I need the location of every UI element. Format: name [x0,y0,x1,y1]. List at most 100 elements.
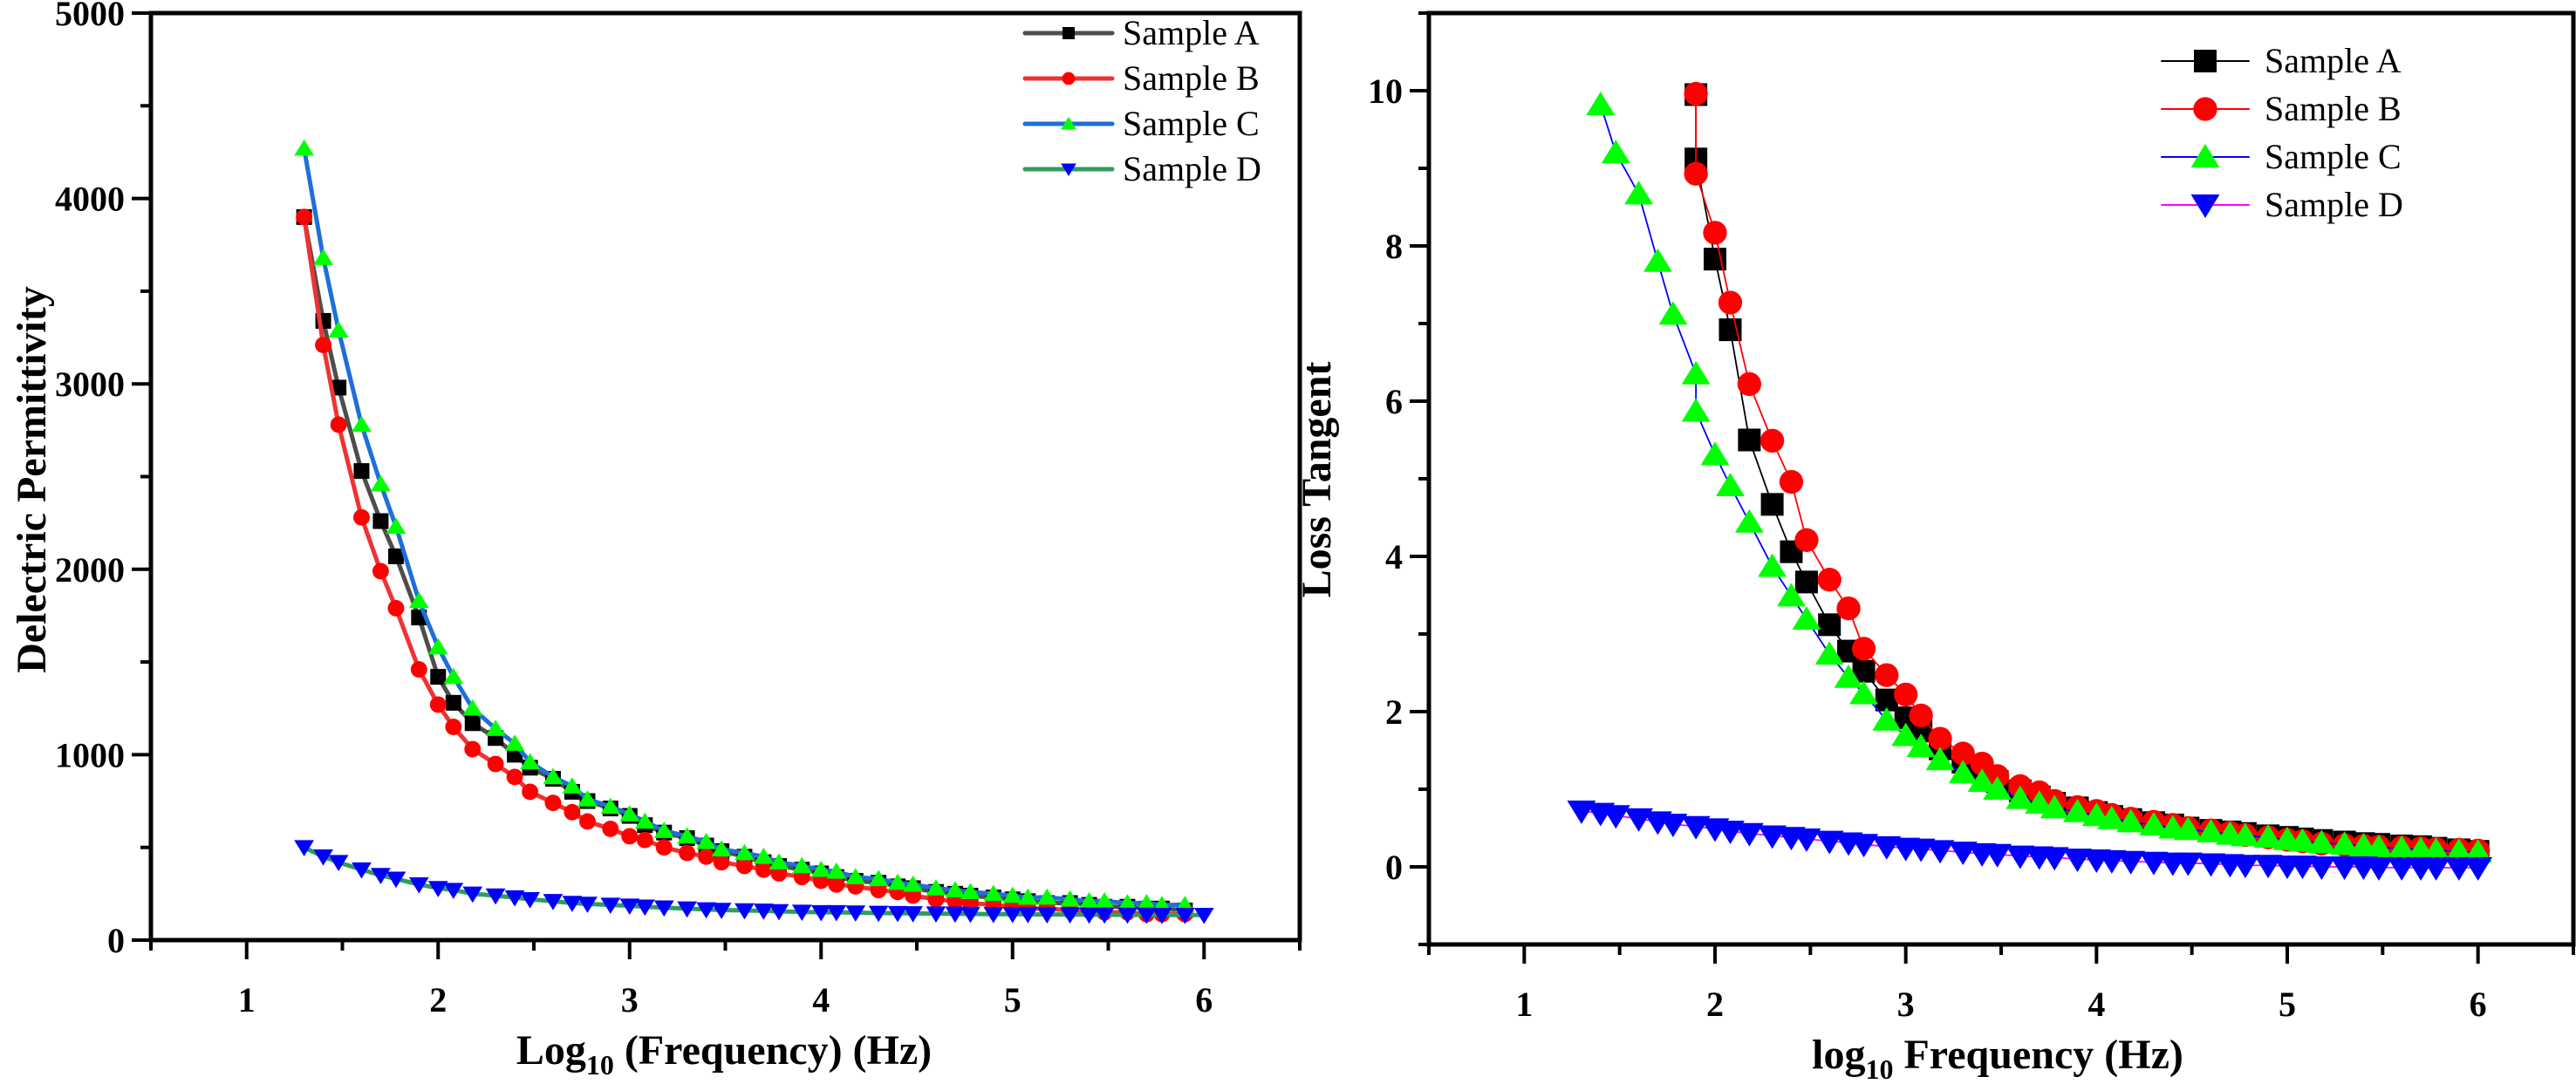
data-point [845,868,866,884]
y-axis-title: Delectric Permittivity [9,286,55,673]
data-point [600,797,621,815]
data-point [487,755,504,773]
data-point [2197,819,2225,842]
data-point [462,886,483,903]
data-point [755,861,772,878]
data-point [960,906,981,924]
series-line [302,216,1186,913]
x-tick-label: 4 [2087,985,2105,1024]
data-point [2253,824,2283,849]
data-point [677,901,697,918]
data-point [887,873,908,890]
data-point [2040,847,2069,871]
data-point [983,884,1004,902]
data-point [2063,798,2092,822]
data-point [1079,907,1099,924]
data-point [2097,805,2127,829]
x-tick-label: 1 [238,980,256,1019]
data-point [1094,907,1115,924]
x-axis-title-rest: (Frequency) (Hz) [614,1027,932,1074]
data-point [1684,81,1708,106]
data-point [506,768,523,786]
x-tick-label: 5 [2279,985,2296,1024]
legend-marker [2190,144,2220,167]
data-point [845,905,866,922]
legend-item: Sample B [2161,89,2402,128]
data-point [711,903,732,919]
dielectric-permittivity-chart: Delectric Permittivity Log10 (Frequency)… [9,0,1302,1081]
data-point [735,903,755,920]
legend-item: Sample B [1022,58,1260,98]
data-point [485,719,506,736]
data-point [328,321,349,337]
data-point [1792,606,1821,631]
data-point [1906,733,1936,758]
data-point [1193,908,1214,924]
data-point [1794,528,1819,552]
data-point [1758,553,1787,577]
data-point [1601,805,1630,829]
data-point [2231,855,2260,879]
data-point [485,888,506,905]
y-tick-label: 8 [1385,227,1403,266]
data-point [736,857,753,875]
data-point [294,139,314,156]
data-point [331,379,347,396]
legend-label: Sample B [1123,58,1260,98]
data-point [2197,853,2225,877]
data-point [696,832,716,849]
x-axis-title-rest: Frequency (Hz) [1893,1032,2183,1078]
data-point [696,902,716,919]
data-point [313,249,333,265]
data-point [600,897,621,914]
data-point [619,898,640,916]
data-point [1624,181,1653,205]
x-axis-title: log10 Frequency (Hz) [1812,1032,2183,1084]
data-point [2364,856,2394,881]
data-point [352,862,372,879]
data-point [1658,301,1688,325]
series-sample-d [1567,800,2493,881]
data-point [621,828,639,845]
data-point [903,875,923,892]
y-tick-label: 4000 [55,180,125,219]
data-point [2387,856,2416,881]
legend-marker [2190,194,2220,218]
x-tick-label: 3 [1897,985,1915,1024]
data-point [427,881,448,897]
data-point [353,463,370,480]
x-tick-label: 1 [1515,985,1533,1024]
data-point [504,890,525,907]
data-point [826,862,847,879]
data-point [1658,814,1688,837]
y-tick-label: 1000 [55,735,125,774]
data-point [677,827,697,844]
data-point [1814,641,1844,665]
data-point [562,896,583,912]
data-point [520,753,540,770]
data-point [2330,856,2360,880]
data-point [408,876,429,894]
data-point [2306,829,2336,854]
data-point [1875,663,1899,687]
data-point [1601,140,1630,164]
data-point [791,856,812,874]
data-point [1117,907,1138,924]
series-line [302,216,1186,917]
x-axis-title: Log10 (Frequency) (Hz) [516,1027,932,1081]
data-point [2025,790,2054,814]
data-point [1117,894,1138,910]
data-point [1814,830,1844,855]
x-tick-label: 3 [621,980,639,1019]
data-point [2040,794,2069,819]
data-point [2231,822,2260,847]
data-point [1849,680,1879,705]
y-tick-label: 5000 [55,0,125,33]
data-point [945,881,966,897]
data-point [1036,907,1057,924]
data-point [1983,843,2012,868]
data-point [577,897,598,913]
data-point [1983,776,2012,800]
